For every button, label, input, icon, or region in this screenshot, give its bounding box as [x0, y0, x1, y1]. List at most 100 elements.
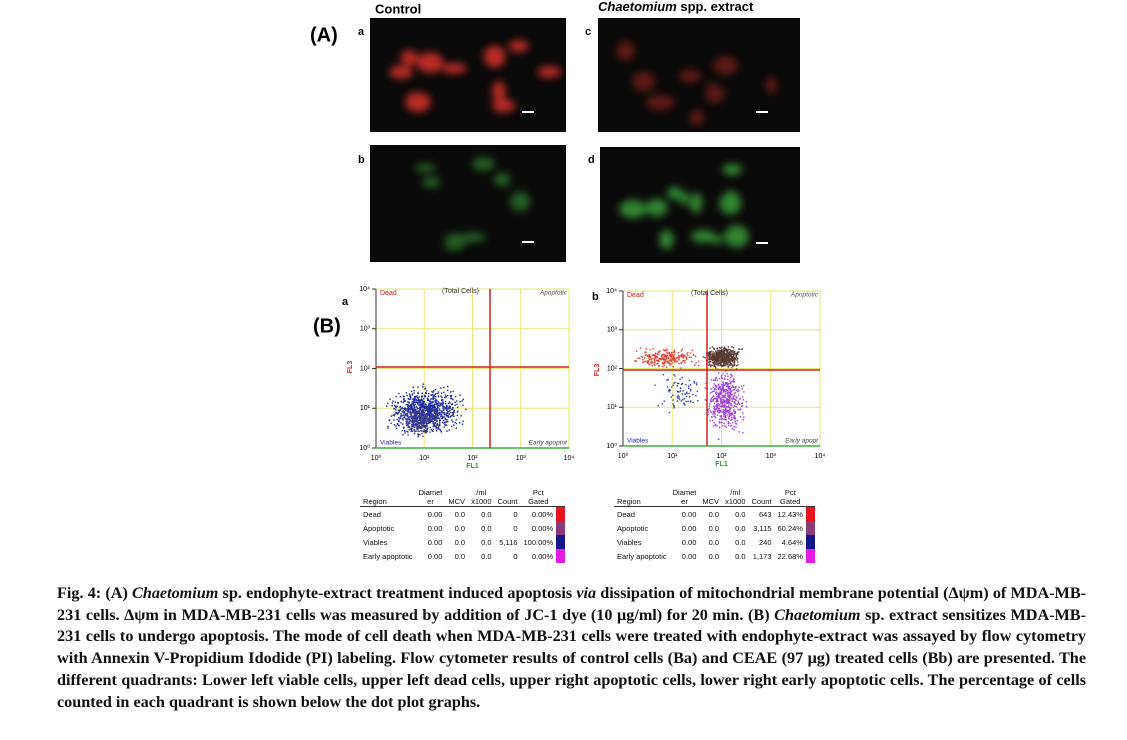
dot: [667, 356, 670, 359]
dot: [642, 359, 644, 361]
dot: [704, 399, 707, 401]
dot: [718, 385, 720, 387]
cell: [713, 56, 738, 75]
dot: [421, 399, 423, 401]
dot: [643, 360, 646, 363]
dot: [711, 356, 713, 358]
dot: [681, 361, 684, 363]
dot: [440, 403, 442, 405]
dot: [437, 412, 439, 415]
dot: [714, 378, 717, 380]
dot: [708, 352, 710, 354]
dot: [419, 422, 421, 424]
dot: [731, 398, 734, 400]
dot: [670, 355, 672, 357]
dot: [714, 356, 716, 358]
dot: [407, 415, 409, 418]
dot: [413, 409, 415, 411]
dot: [413, 421, 416, 423]
dot: [714, 358, 717, 360]
dot: [405, 408, 408, 410]
dot: [722, 358, 724, 361]
dot: [725, 390, 727, 393]
dot: [409, 394, 411, 396]
dot: [449, 416, 452, 418]
dot: [718, 392, 721, 395]
dot: [722, 406, 725, 408]
cell: [706, 82, 718, 104]
dot: [396, 418, 398, 421]
dot: [733, 412, 736, 414]
dot: [722, 386, 724, 388]
dot: [710, 411, 712, 414]
table-cell: 3,115: [753, 523, 772, 533]
dot: [412, 386, 414, 388]
dot: [420, 405, 422, 407]
dot: [414, 399, 416, 402]
dot: [420, 414, 422, 416]
dot: [688, 395, 691, 398]
dot: [404, 413, 407, 415]
column-heading: Control: [375, 1, 421, 16]
dot: [716, 391, 718, 393]
dot: [411, 421, 413, 424]
dot: [708, 405, 711, 407]
dot: [726, 363, 728, 365]
dot: [710, 400, 713, 403]
dot: [417, 430, 419, 432]
dot: [412, 402, 415, 404]
dot: [661, 354, 664, 357]
dot: [420, 429, 422, 432]
dot: [413, 432, 416, 435]
dot: [735, 396, 738, 398]
dot: [421, 400, 423, 402]
dot: [729, 364, 731, 367]
dot: [657, 362, 659, 365]
dot: [721, 351, 723, 353]
dot: [661, 403, 663, 405]
dot: [715, 405, 717, 407]
cells: [616, 41, 777, 126]
table-cell: 0.0: [454, 523, 466, 533]
plot-title: (Total Cells): [691, 290, 728, 297]
x-axis-label: FL1: [715, 461, 728, 468]
dot: [728, 411, 730, 414]
dot: [724, 396, 727, 398]
dot: [398, 419, 400, 421]
dot: [716, 395, 718, 398]
dot: [434, 388, 437, 391]
dot: [425, 408, 427, 410]
dot: [681, 393, 684, 395]
quadrant-label: Apoptotic: [539, 290, 568, 297]
dot: [426, 428, 428, 431]
dot: [415, 425, 418, 427]
dot: [721, 403, 723, 405]
dot: [721, 417, 724, 420]
dot: [408, 421, 410, 424]
dot: [711, 358, 713, 360]
dot: [717, 402, 719, 405]
dot: [400, 422, 402, 424]
dot: [450, 415, 452, 417]
dot: [728, 418, 730, 420]
dot: [737, 394, 740, 396]
quadrant-label: Early apoptot: [529, 440, 568, 447]
dot: [634, 360, 637, 363]
dot: [737, 351, 740, 353]
dot: [419, 403, 421, 406]
dot: [663, 358, 665, 361]
dot: [726, 405, 728, 408]
dot: [665, 360, 667, 362]
dot: [729, 396, 731, 398]
dot: [425, 404, 427, 406]
figure-caption: Fig. 4: (A) Chaetomium sp. endophyte-ext…: [57, 583, 1086, 713]
dot: [723, 411, 726, 414]
dot: [696, 384, 698, 386]
dot: [691, 349, 694, 351]
dot: [423, 409, 425, 411]
dot: [724, 347, 726, 350]
dot: [732, 389, 735, 391]
dot: [721, 356, 724, 358]
dot: [656, 356, 658, 358]
dot: [422, 383, 424, 385]
